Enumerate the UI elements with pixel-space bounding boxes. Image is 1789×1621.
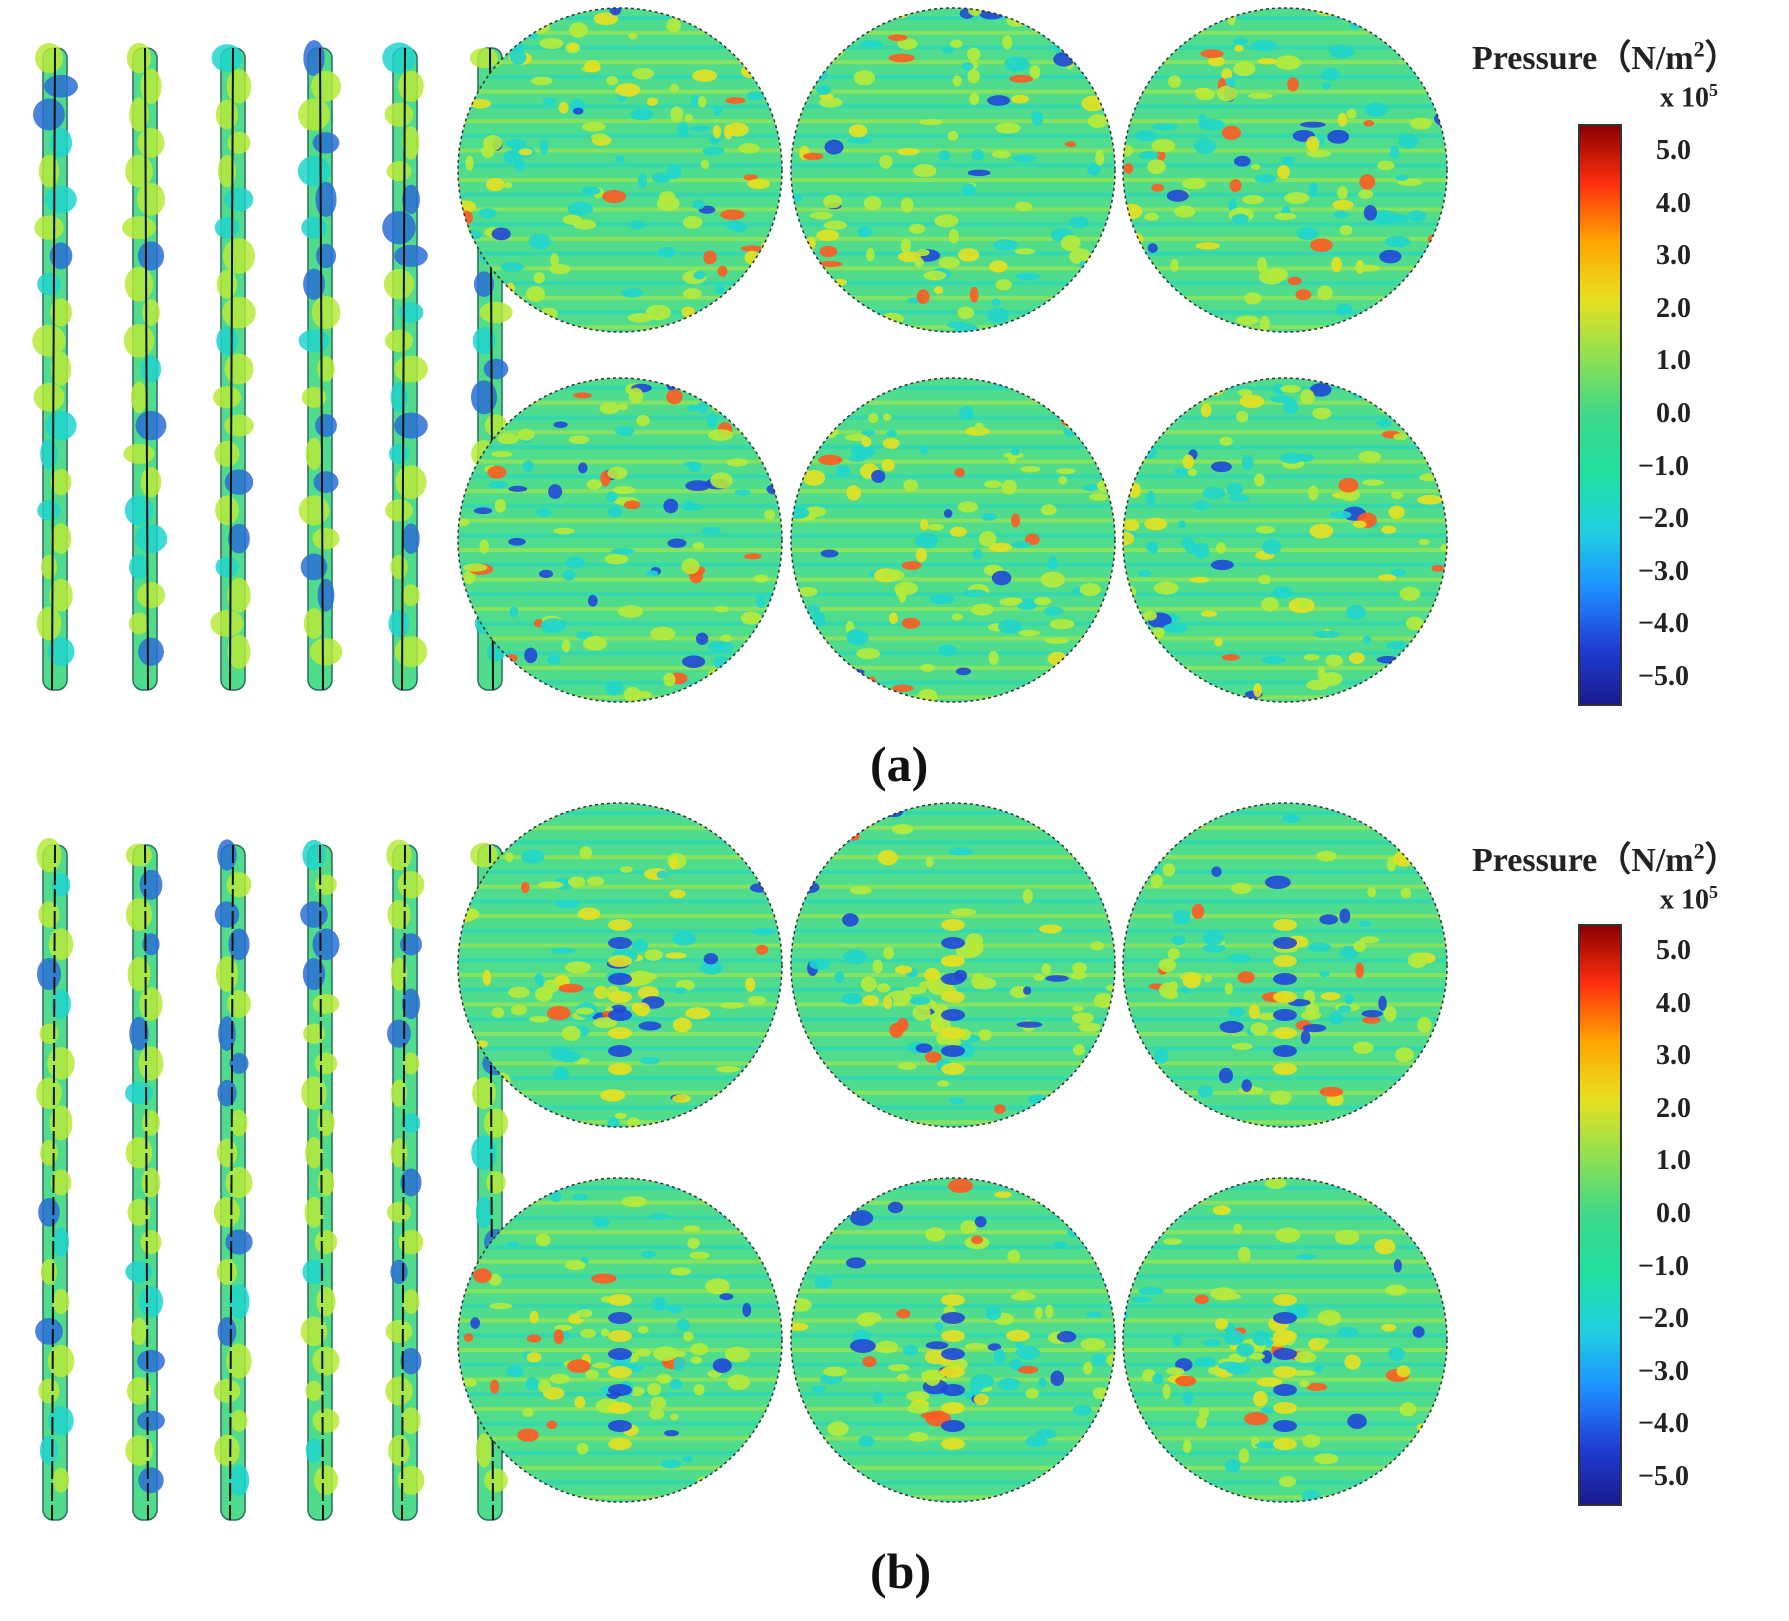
colorbar-tick-label: 0.0 [1656,1198,1691,1229]
panel-a: Pressure（N/m2） x 105 5.0 4.0 3.0 2.0 1.0 0.0 −… [0,0,1789,800]
panel-b-plot [35,802,1448,1521]
colorbar-tick-label: 4.0 [1656,987,1691,1019]
colorbar-tick-label: 2.0 [1656,292,1691,324]
colorbar-tick-label: 4.0 [1656,187,1691,219]
rod-profile [35,837,75,1521]
colorbar-tick-label: −5.0 [1638,1461,1689,1492]
colorbar-tick-label: −1.0 [1638,1250,1689,1282]
colorbar-tick-label: 5.0 [1656,935,1691,966]
panel-a-plot [32,7,1448,703]
colorbar-tick-label: −5.0 [1638,661,1689,692]
colorbar-b [1578,924,1622,1506]
rod-profile [300,839,340,1521]
colorbar-tick-label: −1.0 [1638,450,1689,482]
pressure-disc [790,7,1116,333]
rod-profile [385,839,425,1521]
colorbar-tick-label: 3.0 [1656,1040,1691,1072]
colorbar-a [1578,124,1622,706]
colorbar-tick-label: −4.0 [1638,1408,1689,1440]
pressure-disc [1122,802,1448,1128]
pressure-disc [457,377,783,703]
colorbar-tick-label: −2.0 [1638,503,1689,535]
pressure-disc [1122,1177,1448,1503]
colorbar-tick-label: 3.0 [1656,240,1691,272]
colorbar-tick-label: −4.0 [1638,608,1689,640]
side-view-rods-a [32,40,513,691]
colorbar-tick-label: 0.0 [1656,398,1691,429]
rod-profile [382,42,428,691]
pressure-disc [790,802,1116,1128]
side-view-rods-b [35,837,510,1521]
rod-profile [297,40,343,691]
colorbar-tick-label: 5.0 [1656,135,1691,166]
colorbar-tick-label: 1.0 [1656,345,1691,377]
rod-profile [210,44,256,691]
cross-section-discs-b [457,802,1448,1503]
colorbar-tick-label: −3.0 [1638,555,1689,587]
pressure-disc [1122,377,1448,703]
pressure-disc [1122,7,1448,333]
pressure-disc [790,377,1116,703]
rod-profile [122,42,168,691]
rod-profile [32,42,78,691]
rod-profile [125,843,165,1521]
colorbar-tick-label: 2.0 [1656,1092,1691,1124]
colorbar-title-b: Pressure（N/m2） [1472,838,1739,879]
rod-profile [213,839,253,1521]
pressure-disc [457,802,783,1128]
colorbar-tick-label: 1.0 [1656,1145,1691,1177]
colorbar-multiplier-b: x 105 [1660,882,1718,916]
pressure-disc [790,1177,1116,1503]
panel-b: Pressure（N/m2） x 105 5.0 4.0 3.0 2.0 1.0 0.0 −… [0,800,1789,1621]
panel-label-a: (a) [870,736,929,792]
pressure-disc [457,1177,783,1503]
colorbar-tick-label: −2.0 [1638,1303,1689,1335]
colorbar-tick-label: −3.0 [1638,1355,1689,1387]
colorbar-multiplier-a: x 105 [1660,80,1718,114]
cross-section-discs-a [457,7,1448,703]
panel-label-b: (b) [870,1543,932,1599]
colorbar-title-a: Pressure（N/m2） [1472,36,1739,77]
